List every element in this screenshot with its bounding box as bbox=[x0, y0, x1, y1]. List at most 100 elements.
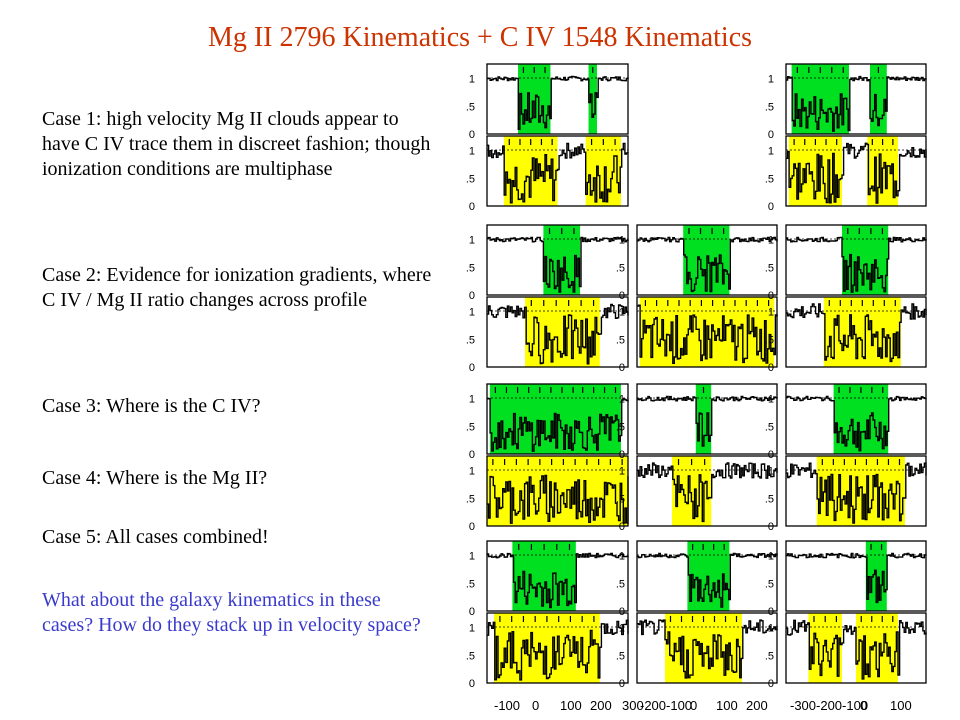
y-tick-label: 1 bbox=[768, 551, 774, 563]
x-tick-label: 0 bbox=[532, 698, 540, 713]
civ-panel-frame-r3c3 bbox=[785, 455, 927, 527]
y-tick-label: 0 bbox=[469, 449, 475, 461]
civ-panel-frame-r2c1 bbox=[486, 296, 629, 368]
mgii-spectrum-r2c2 bbox=[637, 236, 778, 293]
y-tick-label: 1 bbox=[619, 551, 625, 563]
y-tick-label: 1 bbox=[619, 466, 625, 478]
x-tick-label: 200 bbox=[746, 698, 768, 713]
y-tick-label: 0 bbox=[469, 521, 475, 533]
y-tick-label: .5 bbox=[765, 421, 774, 433]
mgii-panel-frame-r4c2 bbox=[636, 540, 778, 612]
civ-panel-frame-r3c1 bbox=[486, 455, 629, 527]
y-tick-label: 0 bbox=[619, 449, 625, 461]
mgii-spectrum-r2c1 bbox=[487, 236, 629, 293]
y-tick-label: .5 bbox=[466, 493, 475, 505]
civ-panel-frame-r3c2 bbox=[636, 455, 778, 527]
x-tick-label: 0 bbox=[690, 698, 698, 713]
y-tick-label: .5 bbox=[616, 421, 625, 433]
civ-spectrum-r4c1 bbox=[487, 619, 629, 681]
civ-panel-frame-r4c3 bbox=[785, 612, 927, 684]
y-tick-label: .5 bbox=[466, 262, 475, 274]
y-tick-label: .5 bbox=[616, 334, 625, 346]
y-tick-label: .5 bbox=[765, 173, 774, 185]
y-tick-label: 0 bbox=[469, 678, 475, 690]
x-tick-label: 300 bbox=[622, 698, 644, 713]
mgii-spectrum-r2c3 bbox=[786, 236, 927, 293]
y-tick-label: 0 bbox=[619, 678, 625, 690]
civ-panel-frame-r4c1 bbox=[486, 612, 629, 684]
y-tick-label: 0 bbox=[768, 129, 774, 141]
y-tick-label: 1 bbox=[619, 307, 625, 319]
mgii-spectrum-r3c2 bbox=[637, 395, 778, 447]
y-tick-label: 1 bbox=[469, 235, 475, 247]
y-tick-label: .5 bbox=[466, 650, 475, 662]
mgii-panel-frame-r4c3 bbox=[785, 540, 927, 612]
mgii-spectrum-r4c3 bbox=[786, 552, 927, 604]
y-tick-label: .5 bbox=[466, 173, 475, 185]
y-tick-label: .5 bbox=[616, 578, 625, 590]
y-tick-label: 1 bbox=[768, 394, 774, 406]
mgii-spectrum-r1c3 bbox=[786, 75, 927, 132]
y-tick-label: 0 bbox=[469, 362, 475, 374]
y-tick-label: 0 bbox=[768, 449, 774, 461]
civ-spectrum-r2c2 bbox=[637, 304, 778, 364]
mgii-panel-frame-r2c3 bbox=[785, 224, 927, 296]
y-tick-label: 0 bbox=[469, 290, 475, 302]
y-tick-label: 0 bbox=[768, 290, 774, 302]
mgii-panel-frame-r2c1 bbox=[486, 224, 629, 296]
x-tick-label: 100 bbox=[560, 698, 582, 713]
y-tick-label: 1 bbox=[768, 623, 774, 635]
civ-panel-frame-r2c2 bbox=[636, 296, 778, 368]
y-tick-label: 0 bbox=[619, 290, 625, 302]
y-tick-label: .5 bbox=[765, 650, 774, 662]
y-tick-label: 1 bbox=[469, 394, 475, 406]
civ-panel-frame-r4c2 bbox=[636, 612, 778, 684]
x-tick-label: 100 bbox=[890, 698, 912, 713]
y-tick-label: .5 bbox=[616, 493, 625, 505]
slide-title: Mg II 2796 Kinematics + C IV 1548 Kinema… bbox=[207, 22, 753, 53]
mgii-panel-frame-r1c3 bbox=[785, 63, 927, 135]
y-tick-label: .5 bbox=[466, 421, 475, 433]
civ-spectrum-r1c3 bbox=[786, 142, 927, 204]
y-tick-label: 0 bbox=[768, 362, 774, 374]
civ-spectrum-r2c3 bbox=[786, 303, 927, 363]
y-tick-label: 1 bbox=[768, 146, 774, 158]
case-5-text: Case 5: All cases combined! bbox=[42, 526, 269, 548]
y-tick-label: 0 bbox=[469, 129, 475, 141]
y-tick-label: .5 bbox=[616, 650, 625, 662]
mgii-spectrum-r3c1 bbox=[487, 397, 629, 452]
y-tick-label: 0 bbox=[768, 606, 774, 618]
mgii-spectrum-r1c1 bbox=[487, 75, 629, 130]
case-1-text: Case 1: high velocity Mg II clouds appea… bbox=[42, 108, 431, 180]
mgii-shade-band-r2c3-1 bbox=[842, 225, 889, 295]
mgii-panel-frame-r3c2 bbox=[636, 383, 778, 455]
y-tick-label: .5 bbox=[466, 334, 475, 346]
y-tick-label: 1 bbox=[469, 551, 475, 563]
civ-spectrum-r4c3 bbox=[786, 619, 927, 680]
mgii-spectrum-r4c1 bbox=[487, 552, 629, 609]
mgii-panel-frame-r2c2 bbox=[636, 224, 778, 296]
x-tick-label: 0 bbox=[860, 698, 868, 713]
y-tick-label: 1 bbox=[469, 74, 475, 86]
y-tick-label: 0 bbox=[619, 521, 625, 533]
mgii-shade-band-r3c1-2 bbox=[577, 384, 621, 454]
y-tick-label: 0 bbox=[469, 201, 475, 213]
y-tick-label: .5 bbox=[765, 101, 774, 113]
kinematics-question: What about the galaxy kinematics in thes… bbox=[42, 589, 421, 636]
mgii-spectrum-r3c3 bbox=[786, 395, 927, 452]
civ-panel-frame-r1c1 bbox=[486, 135, 629, 207]
civ-spectrum-r1c1 bbox=[487, 142, 629, 204]
y-tick-label: 1 bbox=[469, 466, 475, 478]
x-tick-label: 100 bbox=[716, 698, 738, 713]
y-tick-label: 0 bbox=[768, 678, 774, 690]
y-tick-label: 0 bbox=[768, 521, 774, 533]
y-tick-label: .5 bbox=[765, 334, 774, 346]
civ-spectrum-r3c3 bbox=[786, 462, 927, 524]
civ-spectrum-r3c2 bbox=[637, 462, 778, 523]
y-tick-label: 1 bbox=[768, 235, 774, 247]
civ-spectrum-r2c1 bbox=[487, 303, 629, 365]
y-tick-label: 1 bbox=[469, 623, 475, 635]
y-tick-label: 1 bbox=[619, 623, 625, 635]
mgii-shade-band-r1c1-2 bbox=[588, 64, 597, 134]
